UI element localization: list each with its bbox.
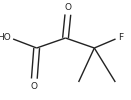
Text: O: O [31, 82, 38, 91]
Text: O: O [65, 3, 72, 12]
Text: HO: HO [0, 34, 10, 42]
Text: F: F [118, 34, 123, 42]
